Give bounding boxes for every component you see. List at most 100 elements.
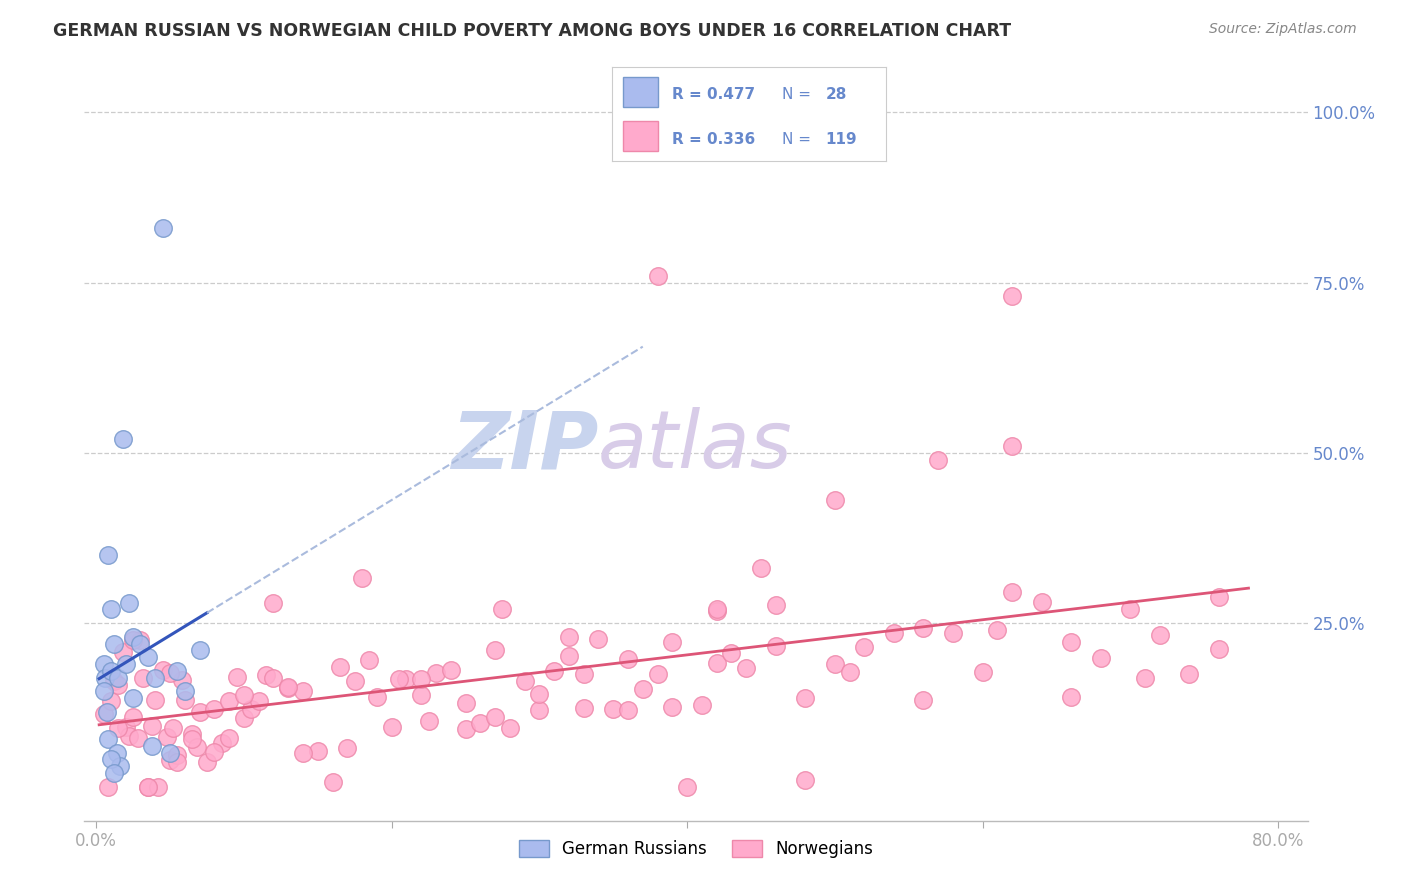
Point <box>105 746 128 760</box>
Point <box>195 755 218 769</box>
Point <box>706 656 728 670</box>
Point <box>529 687 551 701</box>
Point <box>1090 651 1112 665</box>
Point <box>499 721 522 735</box>
Point <box>240 701 263 715</box>
Point <box>765 598 787 612</box>
Point <box>322 775 344 789</box>
Point <box>543 664 565 678</box>
Point <box>1208 641 1230 656</box>
Point <box>129 636 152 650</box>
Point <box>454 696 477 710</box>
Point <box>942 626 965 640</box>
Point <box>647 268 669 283</box>
Point <box>262 596 284 610</box>
Point <box>173 684 195 698</box>
Text: 119: 119 <box>825 132 858 147</box>
Point <box>103 766 125 780</box>
Point <box>211 736 233 750</box>
Text: 28: 28 <box>825 87 846 103</box>
Point <box>100 752 122 766</box>
Point <box>111 432 134 446</box>
Point <box>411 673 433 687</box>
Point <box>162 721 184 735</box>
Point <box>484 643 506 657</box>
Point <box>395 672 418 686</box>
Point <box>225 670 247 684</box>
Point <box>440 663 463 677</box>
Point <box>1060 635 1083 649</box>
Point <box>381 720 404 734</box>
Point <box>359 653 381 667</box>
Point <box>148 780 170 794</box>
Point <box>152 664 174 678</box>
Point <box>706 604 728 618</box>
Point <box>470 715 492 730</box>
Point <box>912 621 935 635</box>
Point <box>166 664 188 678</box>
Point <box>132 671 155 685</box>
Point <box>122 632 145 647</box>
Point <box>558 630 581 644</box>
Point <box>352 571 374 585</box>
Point <box>181 732 204 747</box>
Point <box>141 739 163 753</box>
Point <box>188 705 211 719</box>
Point <box>617 652 640 666</box>
Point <box>292 747 315 761</box>
Point <box>173 692 195 706</box>
Text: Source: ZipAtlas.com: Source: ZipAtlas.com <box>1209 22 1357 37</box>
Point <box>100 602 122 616</box>
Point <box>661 700 683 714</box>
Text: R = 0.477: R = 0.477 <box>672 87 755 103</box>
Point <box>307 743 329 757</box>
Point <box>292 683 315 698</box>
Point <box>122 709 145 723</box>
Point <box>1001 439 1024 453</box>
Point <box>118 729 141 743</box>
Point <box>1060 690 1083 705</box>
Point <box>853 640 876 654</box>
Point <box>484 710 506 724</box>
Point <box>602 702 624 716</box>
Point <box>181 727 204 741</box>
Point <box>114 720 136 734</box>
Point <box>166 755 188 769</box>
Point <box>838 665 860 680</box>
Point <box>254 668 277 682</box>
Point <box>107 677 129 691</box>
Point <box>166 748 188 763</box>
Point <box>927 452 949 467</box>
Point <box>103 636 125 650</box>
Point <box>218 694 240 708</box>
Point <box>107 721 129 735</box>
Text: GERMAN RUSSIAN VS NORWEGIAN CHILD POVERTY AMONG BOYS UNDER 16 CORRELATION CHART: GERMAN RUSSIAN VS NORWEGIAN CHILD POVERT… <box>53 22 1011 40</box>
Point <box>94 671 117 685</box>
Point <box>491 601 513 615</box>
Point <box>136 780 159 794</box>
Point <box>141 719 163 733</box>
Point <box>122 691 145 706</box>
Point <box>1178 666 1201 681</box>
Point <box>366 690 388 705</box>
Text: N =: N = <box>782 132 815 147</box>
Point <box>572 667 595 681</box>
Point <box>972 665 994 679</box>
Point <box>617 703 640 717</box>
Point <box>156 730 179 744</box>
Point <box>720 646 742 660</box>
Point <box>690 698 713 712</box>
Text: atlas: atlas <box>598 407 793 485</box>
Point <box>765 639 787 653</box>
Point <box>143 671 166 685</box>
Point <box>1133 671 1156 685</box>
Point <box>202 702 225 716</box>
Point <box>1031 594 1053 608</box>
Point <box>912 693 935 707</box>
Point <box>159 746 181 760</box>
Point <box>513 673 536 688</box>
Point <box>454 722 477 736</box>
Point <box>247 693 270 707</box>
Point <box>170 673 193 687</box>
Point <box>824 657 846 672</box>
